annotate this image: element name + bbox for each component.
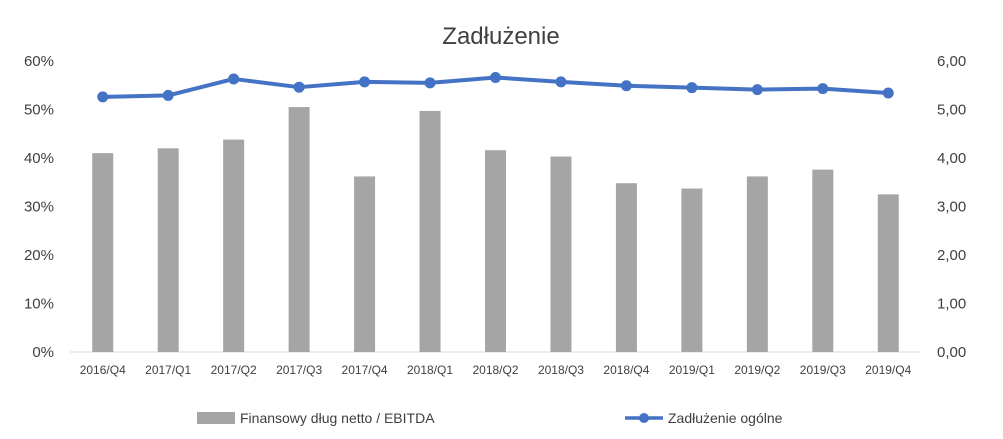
x-tick-label: 2019/Q4 <box>865 363 911 377</box>
bar <box>485 150 506 352</box>
right-tick-label: 6,00 <box>937 53 966 70</box>
x-tick-label: 2019/Q1 <box>669 363 715 377</box>
right-tick-label: 4,00 <box>937 150 966 167</box>
bar <box>419 110 441 352</box>
bar <box>288 107 310 352</box>
line-point <box>490 71 501 83</box>
left-tick-label: 50% <box>24 102 54 119</box>
line-point <box>228 73 240 85</box>
x-tick-label: 2018/Q2 <box>472 363 518 377</box>
bar <box>681 188 703 352</box>
bar <box>223 139 245 352</box>
left-tick-label: 60% <box>24 53 54 70</box>
line-point <box>424 77 436 89</box>
line-point <box>882 87 894 99</box>
left-tick-label: 30% <box>24 199 54 216</box>
left-axis: 0% 10% 20% 30% 40% 50% 60% <box>24 53 54 361</box>
line-point <box>817 83 829 95</box>
right-tick-label: 0,00 <box>937 344 966 361</box>
chart-title: Zadłużenie <box>442 23 559 50</box>
legend-label-bars: Finansowy dług netto / EBITDA <box>240 410 435 426</box>
left-tick-label: 10% <box>24 296 54 313</box>
legend-label-line: Zadłużenie ogólne <box>668 410 783 426</box>
bar-series <box>92 107 899 352</box>
x-tick-label: 2017/Q3 <box>276 363 322 377</box>
right-axis: 0,00 1,00 2,00 3,00 4,00 5,00 6,00 <box>937 53 966 361</box>
left-tick-label: 0% <box>32 344 54 361</box>
x-tick-label: 2019/Q2 <box>734 363 780 377</box>
line-point <box>162 89 174 101</box>
bar <box>615 183 637 352</box>
x-tick-label: 2019/Q3 <box>800 363 846 377</box>
legend: Finansowy dług netto / EBITDA Zadłużenie… <box>197 410 783 426</box>
bar <box>550 156 572 352</box>
legend-swatch-bars <box>197 412 235 424</box>
line-point <box>97 91 109 103</box>
bar <box>746 176 768 352</box>
line-series <box>97 71 894 103</box>
right-tick-label: 3,00 <box>937 199 966 216</box>
x-tick-label: 2017/Q1 <box>145 363 191 377</box>
x-tick-label: 2016/Q4 <box>80 363 126 377</box>
right-tick-label: 5,00 <box>937 102 966 119</box>
x-tick-label: 2018/Q3 <box>538 363 584 377</box>
x-tick-label: 2018/Q1 <box>407 363 453 377</box>
x-tick-label: 2017/Q4 <box>342 363 388 377</box>
line-point <box>751 84 763 96</box>
bar <box>157 148 179 352</box>
bar <box>354 176 376 352</box>
right-tick-label: 1,00 <box>937 296 966 313</box>
bar <box>877 194 899 352</box>
line-point <box>293 81 305 93</box>
bar <box>92 153 114 352</box>
legend-swatch-marker <box>639 413 649 423</box>
line-point <box>359 76 371 88</box>
x-tick-label: 2017/Q2 <box>211 363 257 377</box>
x-tick-label: 2018/Q4 <box>603 363 649 377</box>
x-axis: 2016/Q4 2017/Q1 2017/Q2 2017/Q3 2017/Q4 2018/… <box>80 363 912 377</box>
line-point <box>686 82 698 94</box>
line-point <box>555 76 567 88</box>
left-tick-label: 40% <box>24 150 54 167</box>
right-tick-label: 2,00 <box>937 247 966 264</box>
bar <box>812 169 834 352</box>
line-point <box>620 80 632 92</box>
left-tick-label: 20% <box>24 247 54 264</box>
